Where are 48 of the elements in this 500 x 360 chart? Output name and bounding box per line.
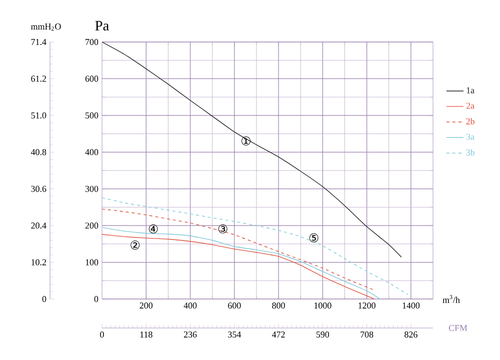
y-axis-title: Pa	[95, 20, 109, 30]
y-tick-label: 300	[85, 186, 98, 192]
y2-tick-label: 20.4	[31, 222, 46, 229]
line-series	[102, 208, 374, 290]
y2-tick-label: 40.8	[30, 149, 46, 156]
y-tick-label: 0	[94, 296, 98, 302]
x2-tick-label: 0	[100, 332, 104, 338]
x2-tick-label: 118	[140, 332, 152, 338]
x-tick-label: 600	[228, 302, 241, 309]
x2-tick-label: 354	[228, 332, 241, 338]
y-tick-label: 200	[85, 222, 98, 229]
x2-tick-label: 590	[316, 332, 330, 338]
y-tick-label: 400	[85, 149, 98, 156]
x-axis-title: m$^{3}$/h	[442, 295, 460, 303]
legend-label: 2b	[466, 118, 474, 124]
x2-tick-label: 472	[272, 332, 285, 338]
y-tick-label: 700	[86, 38, 98, 46]
x-tick-label: 1400	[402, 302, 420, 309]
y2-tick-label: 10.2	[32, 259, 46, 266]
annotation: ②	[130, 240, 140, 250]
y2-tick-label: 71.4	[31, 38, 46, 46]
legend-label: 2a	[466, 102, 474, 109]
y-tick-label: 500	[86, 112, 98, 118]
annotation: ⑤	[309, 233, 318, 242]
x-tick-label: 800	[272, 302, 285, 309]
annotation: ①	[242, 136, 250, 146]
legend-label: 1a	[466, 87, 474, 94]
x2-tick-label: 708	[360, 332, 374, 338]
x-tick-label: 1000	[314, 302, 332, 309]
legend-label: 3a	[466, 134, 474, 140]
y-tick-label: 600	[85, 76, 98, 82]
annotation: ③	[218, 224, 228, 234]
x-tick-label: 1200	[358, 302, 376, 309]
y2-tick-label: 61.2	[31, 76, 46, 82]
annotation: ④	[148, 224, 158, 234]
x-tick-label: 200	[140, 302, 153, 309]
y2-tick-label: 30.6	[31, 186, 46, 192]
line-series	[102, 42, 402, 258]
y2-tick-label: 0	[42, 296, 46, 302]
x-tick-label: 400	[184, 302, 197, 309]
y2-tick-label: 51.0	[31, 112, 46, 118]
line-series	[102, 197, 408, 295]
x2-axis-title: CFM	[448, 324, 468, 332]
legend-label: 3b	[466, 149, 474, 156]
y-tick-label: 100	[86, 259, 98, 266]
y2-axis-title: mmH$_{2}$O	[30, 24, 61, 30]
x2-tick-label: 826	[404, 332, 418, 338]
x2-tick-label: 236	[184, 332, 197, 338]
